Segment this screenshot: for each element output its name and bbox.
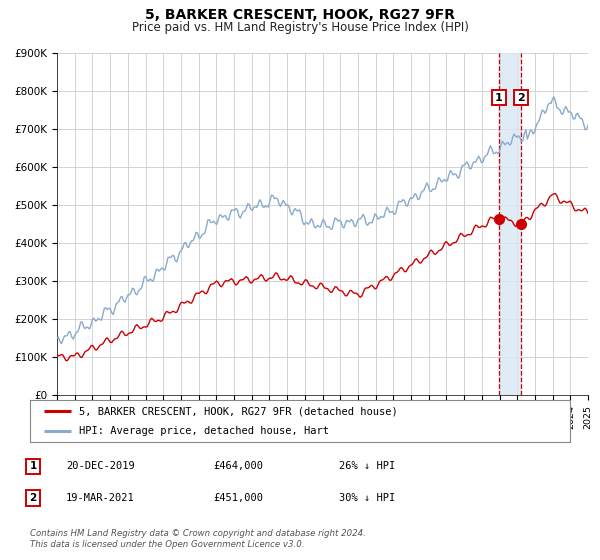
Text: Price paid vs. HM Land Registry's House Price Index (HPI): Price paid vs. HM Land Registry's House … [131, 21, 469, 34]
Bar [499, 53, 521, 395]
Text: 2: 2 [517, 92, 525, 102]
Text: 1: 1 [29, 461, 37, 472]
Text: Contains HM Land Registry data © Crown copyright and database right 2024.
This d: Contains HM Land Registry data © Crown c… [30, 529, 366, 549]
Text: 1: 1 [495, 92, 503, 102]
Text: 5, BARKER CRESCENT, HOOK, RG27 9FR: 5, BARKER CRESCENT, HOOK, RG27 9FR [145, 8, 455, 22]
Text: 2: 2 [29, 493, 37, 503]
Text: 19-MAR-2021: 19-MAR-2021 [66, 493, 135, 503]
Text: 20-DEC-2019: 20-DEC-2019 [66, 461, 135, 472]
Text: 5, BARKER CRESCENT, HOOK, RG27 9FR (detached house): 5, BARKER CRESCENT, HOOK, RG27 9FR (deta… [79, 407, 397, 416]
Text: 30% ↓ HPI: 30% ↓ HPI [339, 493, 395, 503]
Text: HPI: Average price, detached house, Hart: HPI: Average price, detached house, Hart [79, 426, 329, 436]
Text: £451,000: £451,000 [213, 493, 263, 503]
Text: £464,000: £464,000 [213, 461, 263, 472]
Text: 26% ↓ HPI: 26% ↓ HPI [339, 461, 395, 472]
